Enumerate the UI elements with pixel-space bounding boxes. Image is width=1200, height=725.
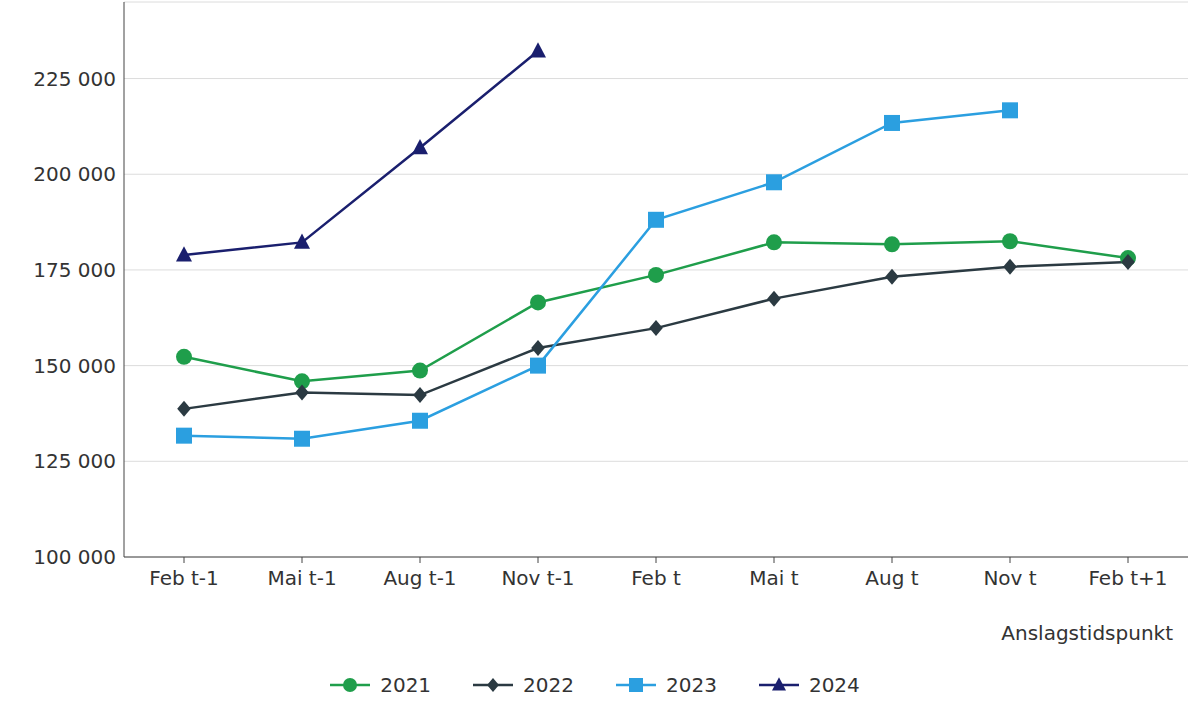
html-text:2022: 2022	[523, 673, 574, 697]
svg-text:Feb t: Feb t	[631, 566, 681, 590]
svg-text:Feb t-1: Feb t-1	[149, 566, 219, 590]
svg-text:Mai t: Mai t	[749, 566, 798, 590]
html-text:2021: 2021	[380, 673, 432, 697]
svg-text:Feb t+1: Feb t+1	[1088, 566, 1167, 590]
svg-text:Mai t-1: Mai t-1	[267, 566, 336, 590]
svg-text:Anslagstidspunkt: Anslagstidspunkt	[1001, 621, 1173, 645]
svg-text:125 000: 125 000	[33, 449, 116, 473]
html-text:2023: 2023	[666, 673, 717, 697]
svg-text:100 000: 100 000	[33, 545, 116, 569]
svg-text:Aug t-1: Aug t-1	[383, 566, 456, 590]
svg-text:200 000: 200 000	[33, 162, 116, 186]
html-text:2024: 2024	[808, 673, 860, 697]
svg-text:Nov t-1: Nov t-1	[501, 566, 574, 590]
svg-text:Aug t: Aug t	[865, 566, 918, 590]
svg-text:225 000: 225 000	[33, 67, 116, 91]
svg-text:Nov t: Nov t	[983, 566, 1036, 590]
svg-text:150 000: 150 000	[33, 354, 116, 378]
svg-text:175 000: 175 000	[33, 258, 116, 282]
